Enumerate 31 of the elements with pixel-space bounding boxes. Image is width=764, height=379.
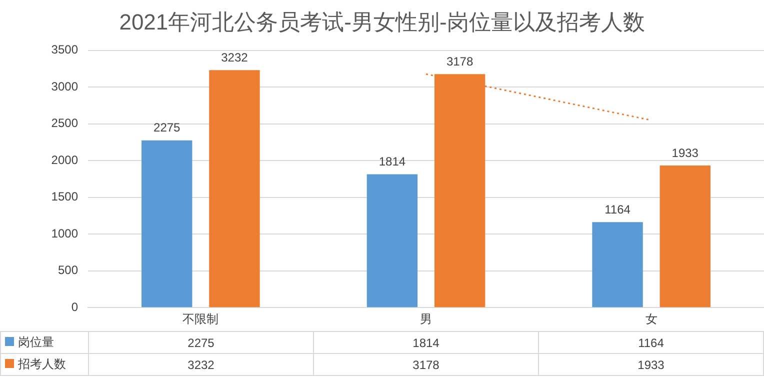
y-tick-label: 0 [71, 300, 78, 314]
data-label: 1814 [314, 332, 538, 354]
text: 2275 [154, 120, 180, 135]
bar [592, 222, 643, 308]
bar [142, 140, 192, 308]
y-tick-label: 1500 [51, 190, 78, 204]
text: 3232 [221, 50, 248, 64]
data-label: 1933 [538, 354, 764, 376]
y-tick-label: 2000 [51, 152, 78, 167]
data-label: 3232 [88, 354, 314, 376]
y-tick-label: 3500 [51, 42, 78, 57]
y-tick-label: 2500 [51, 116, 78, 130]
y-tick-label: 1000 [51, 226, 78, 240]
data-label: 2275 [88, 332, 314, 354]
text: 1933 [672, 146, 698, 160]
x-tick-label: 女 [645, 312, 658, 326]
legend-label: 招考人数 [18, 357, 66, 371]
bar [660, 166, 710, 308]
y-tick-label: 3000 [51, 79, 78, 94]
chart-title: 2021年河北公务员考试-男女性别-岗位量以及招考人数 [119, 9, 645, 34]
bar [209, 70, 260, 308]
text: 1164 [604, 202, 630, 216]
data-label: 1164 [538, 332, 764, 354]
x-tick-label: 男 [420, 312, 432, 326]
text: 1814 [378, 154, 406, 169]
x-tick-label: 不限制 [182, 312, 219, 326]
data-label: 3178 [314, 354, 538, 376]
text: 3178 [446, 54, 474, 68]
y-tick-label: 500 [58, 263, 78, 278]
legend-label: 岗位量 [18, 335, 54, 349]
bar [366, 174, 418, 308]
